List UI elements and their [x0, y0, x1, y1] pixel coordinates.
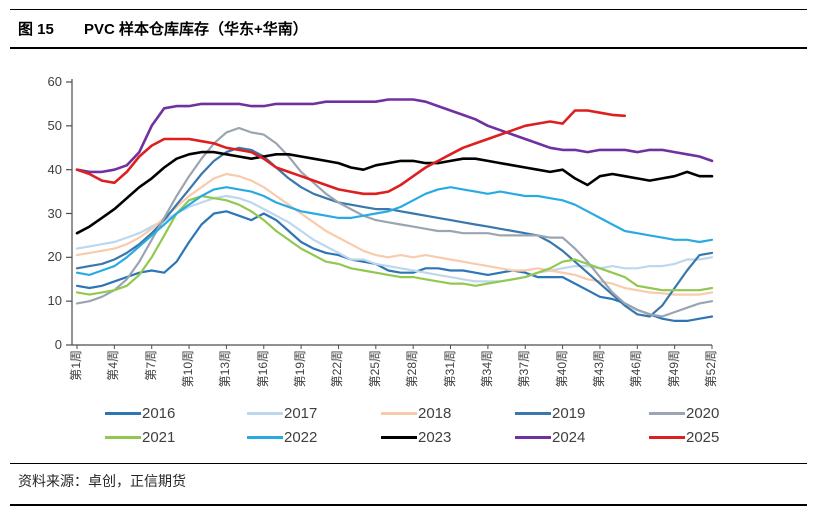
legend-label-2024: 2024 [552, 429, 586, 446]
legend-item-2020: 2020 [649, 405, 719, 423]
legend-label-2023: 2023 [418, 429, 452, 446]
figure-title: PVC 样本仓库库存（华东+华南） [84, 21, 308, 38]
x-tick-label: 第40周 [554, 350, 569, 388]
legend-swatch-2022 [247, 435, 283, 439]
y-tick-label: 50 [47, 117, 62, 133]
x-tick-label: 第28周 [405, 350, 420, 388]
series-line-2019 [75, 146, 714, 318]
figure-header: 图 15 PVC 样本仓库库存（华东+华南） [18, 18, 308, 39]
legend-item-2025: 2025 [649, 429, 719, 447]
series-line-2020 [75, 126, 714, 318]
series-line-2025 [75, 109, 627, 196]
legend-item-2024: 2024 [515, 429, 585, 447]
x-tick-label: 第49周 [666, 350, 681, 388]
series-line-2022 [75, 186, 714, 276]
legend-item-2022: 2022 [247, 429, 317, 447]
legend-item-2019: 2019 [515, 405, 585, 423]
series-line-2024 [75, 98, 714, 174]
y-tick-label: 20 [47, 249, 62, 265]
series-line-2023 [75, 150, 714, 235]
x-tick-label: 第4周 [106, 350, 121, 381]
header-bottom-rule [10, 47, 807, 49]
legend-label-2022: 2022 [284, 429, 318, 446]
legend-item-2021: 2021 [105, 429, 175, 447]
legend-label-2021: 2021 [142, 429, 176, 446]
legend-label-2017: 2017 [284, 405, 318, 422]
legend-swatch-2024 [515, 435, 551, 439]
legend-swatch-2019 [515, 411, 551, 415]
legend-swatch-2018 [381, 411, 417, 415]
figure-number: 图 15 [18, 21, 54, 38]
x-tick-label: 第10周 [181, 350, 196, 388]
x-tick-label: 第37周 [517, 350, 532, 388]
y-tick-label: 40 [47, 161, 62, 177]
legend-label-2025: 2025 [686, 429, 720, 446]
x-tick-label: 第19周 [293, 350, 308, 388]
header-top-rule [10, 9, 807, 10]
x-tick-label: 第22周 [330, 350, 345, 388]
legend-swatch-2017 [247, 411, 283, 415]
footer-top-rule [10, 463, 807, 464]
x-tick-label: 第13周 [218, 350, 233, 388]
y-tick-label: 60 [47, 74, 62, 89]
legend-swatch-2023 [381, 435, 417, 439]
legend-label-2018: 2018 [418, 405, 452, 422]
legend-swatch-2016 [105, 411, 141, 415]
legend-item-2016: 2016 [105, 405, 175, 423]
x-tick-label: 第43周 [591, 350, 606, 388]
legend-label-2016: 2016 [142, 405, 176, 422]
footer-bottom-rule [10, 504, 807, 506]
x-tick-label: 第52周 [704, 350, 718, 388]
legend-label-2020: 2020 [686, 405, 720, 422]
y-tick-label: 0 [54, 337, 62, 352]
series-line-2016 [75, 210, 714, 322]
x-tick-label: 第31周 [442, 350, 457, 388]
series-line-2018 [75, 172, 714, 296]
x-tick-label: 第34周 [479, 350, 494, 388]
legend-item-2018: 2018 [381, 405, 451, 423]
x-tick-label: 第7周 [143, 350, 158, 381]
x-tick-label: 第16周 [255, 350, 270, 388]
legend-swatch-2025 [649, 435, 685, 439]
y-tick-label: 10 [47, 293, 62, 309]
legend-swatch-2021 [105, 435, 141, 439]
x-tick-label: 第25周 [367, 350, 382, 388]
legend-item-2023: 2023 [381, 429, 451, 447]
source-note: 资料来源：卓创，正信期货 [18, 473, 186, 489]
series-line-2021 [75, 194, 714, 296]
legend-swatch-2020 [649, 411, 685, 415]
x-tick-label: 第1周 [69, 350, 83, 381]
legend-item-2017: 2017 [247, 405, 317, 423]
legend-label-2019: 2019 [552, 405, 586, 422]
x-tick-label: 第46周 [629, 350, 644, 388]
y-tick-label: 30 [47, 205, 62, 221]
